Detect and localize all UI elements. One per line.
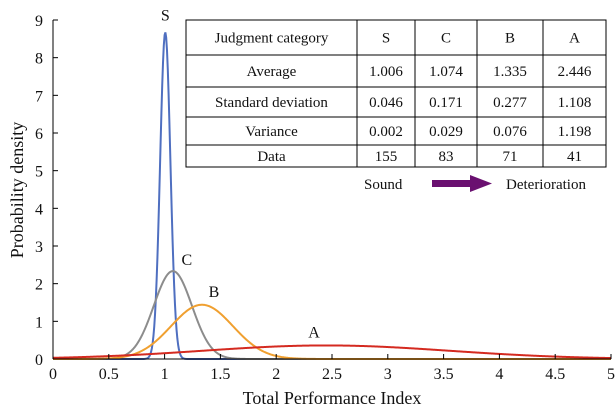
table-cell: Data [257, 149, 286, 165]
y-tick-label: 9 [35, 13, 43, 30]
arrow-head [470, 175, 492, 192]
table-cell: 1.198 [558, 124, 592, 140]
x-tick-label: 3.5 [434, 366, 454, 383]
arrow-from-label: Sound [364, 177, 403, 193]
x-tick-label: 0.5 [99, 366, 119, 383]
y-tick-label: 5 [35, 164, 43, 181]
table-cell: Average [247, 64, 297, 80]
series-label-s: S [161, 7, 170, 24]
y-tick-label: 8 [35, 51, 43, 68]
table-header-cell: S [382, 31, 390, 47]
table-cell: 1.074 [429, 64, 463, 80]
table-cell: 0.029 [429, 124, 463, 140]
table-cell: 71 [503, 149, 518, 165]
table-cell: 1.006 [369, 64, 403, 80]
arrow-to-label: Deterioration [506, 177, 586, 193]
x-tick-label: 4.5 [545, 366, 565, 383]
x-tick-label: 2.5 [322, 366, 342, 383]
x-tick-label: 1.5 [210, 366, 230, 383]
table-frame [185, 19, 607, 168]
x-tick-label: 2 [272, 366, 280, 383]
table-cell: 0.277 [493, 95, 527, 111]
y-tick-label: 1 [35, 314, 43, 331]
x-tick-label: 1 [161, 366, 169, 383]
x-axis-title: Total Performance Index [243, 388, 422, 408]
y-tick-label: 0 [35, 352, 43, 369]
x-tick-label: 3 [384, 366, 392, 383]
series-line-a [52, 344, 612, 360]
curve-labels: S CB A [161, 7, 320, 341]
x-tick-label: 4 [495, 366, 503, 383]
table-cell: 1.108 [558, 95, 592, 111]
series-label-b: B [209, 284, 220, 301]
table-cell: 0.171 [429, 95, 463, 111]
table-cell: 1.335 [493, 64, 527, 80]
y-tick-label: 3 [35, 239, 43, 256]
table-cell: Variance [245, 124, 298, 140]
y-tick-label: 2 [35, 277, 43, 294]
table-cell: 0.076 [493, 124, 527, 140]
table-header-cell: Judgment category [215, 31, 329, 47]
table-cell: 155 [375, 149, 398, 165]
table-header-cell: C [441, 31, 451, 47]
x-ticks: 0 0.5 1 1.5 2 2.5 3 3.5 4 4.5 5 [49, 354, 615, 383]
table-cell: Standard deviation [215, 95, 328, 111]
table-cell: 0.002 [369, 124, 403, 140]
table-header-cell: A [569, 31, 580, 47]
table-cell: 41 [567, 149, 582, 165]
y-tick-label: 6 [35, 126, 43, 143]
table-cell: 83 [439, 149, 454, 165]
table-cell: 0.046 [369, 95, 403, 111]
table-cell: 2.446 [558, 64, 592, 80]
series-line-b [53, 303, 611, 360]
y-axis-title: Probability density [7, 122, 27, 259]
x-tick-label: 5 [607, 366, 615, 383]
y-ticks: 0 1 2 3 4 5 6 7 8 9 [35, 13, 58, 369]
series-label-a: A [308, 324, 320, 341]
table-header-cell: B [505, 31, 515, 47]
arrow-shaft [432, 180, 472, 187]
stats-table: Judgment category S C B A Average 1.006 1.074 1.… [185, 19, 607, 168]
series-label-c: C [182, 252, 193, 269]
y-tick-label: 4 [35, 201, 43, 218]
x-tick-label: 0 [49, 366, 57, 383]
y-tick-label: 7 [35, 88, 43, 105]
condition-arrow: Sound Deterioration [364, 175, 586, 193]
